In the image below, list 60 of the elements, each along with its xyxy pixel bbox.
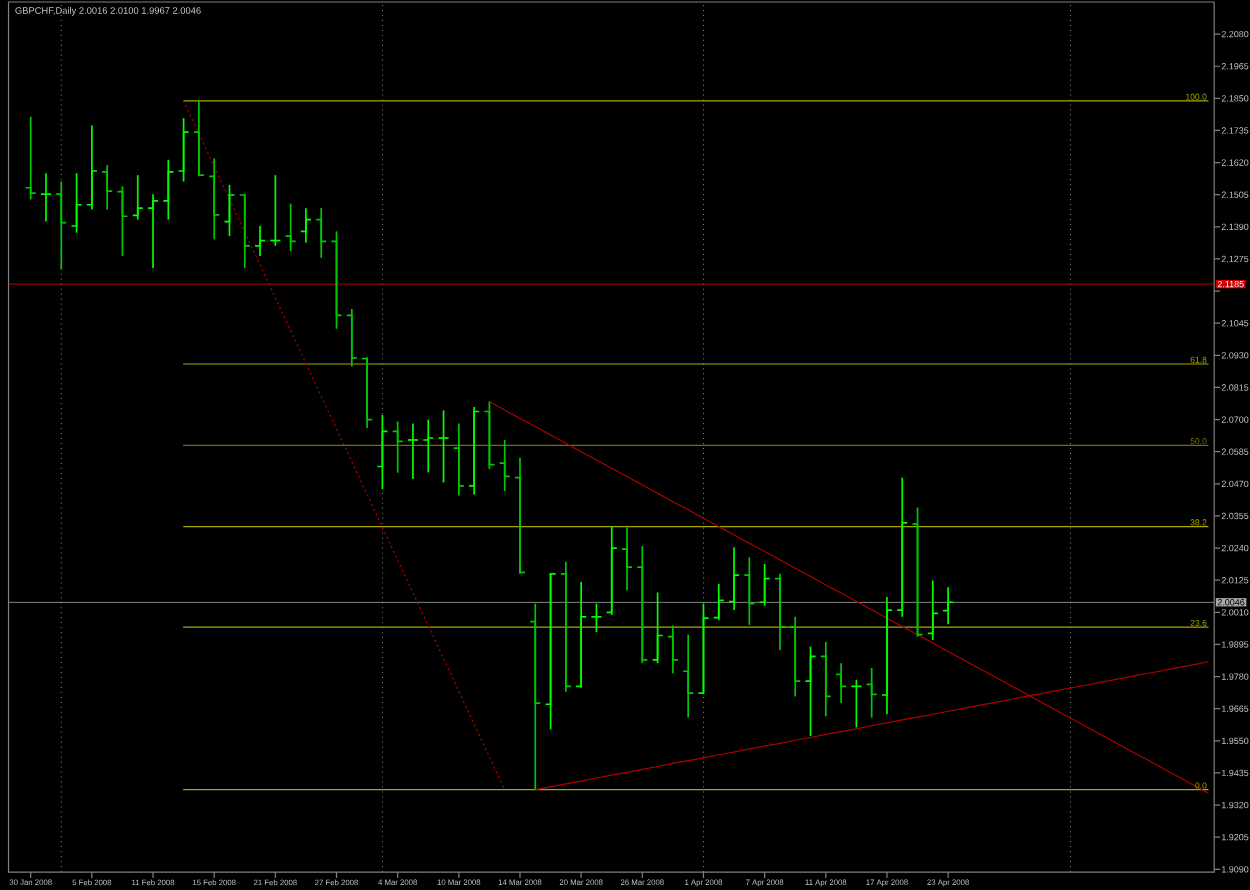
candlestick: [483, 400, 496, 470]
candlestick: [575, 581, 588, 689]
candlestick: [254, 225, 266, 257]
candlestick: [300, 207, 312, 244]
candlestick: [24, 115, 37, 201]
candlestick: [193, 100, 205, 178]
candlestick: [498, 439, 511, 492]
candlestick: [70, 172, 83, 234]
candlestick: [101, 164, 114, 211]
candlestick: [177, 117, 190, 183]
line-series: [183, 100, 506, 791]
candlestick: [514, 457, 526, 575]
candlestick: [896, 476, 909, 618]
candlestick: [55, 180, 68, 270]
candlestick: [667, 624, 679, 675]
candlestick: [345, 308, 358, 368]
candlestick: [804, 645, 817, 737]
candlestick: [407, 422, 419, 480]
candlestick: [437, 409, 450, 484]
candlestick: [835, 662, 847, 704]
candlestick: [743, 556, 756, 626]
candlestick: [315, 207, 328, 259]
candlestick: [621, 526, 633, 592]
candlestick: [376, 413, 389, 490]
candlestick: [636, 545, 649, 665]
candlestick: [238, 193, 251, 269]
candlestick: [422, 418, 435, 474]
candlestick: [468, 406, 481, 496]
candlestick: [544, 572, 557, 731]
candlestick: [881, 596, 893, 716]
candlestick: [819, 641, 832, 718]
candlestick: [208, 157, 221, 241]
candlestick: [682, 633, 695, 719]
candlestick: [697, 602, 710, 694]
candlestick: [559, 560, 572, 693]
candlestick: [162, 158, 175, 221]
candlestick: [789, 615, 802, 698]
candlestick: [391, 420, 404, 474]
candlestick: [605, 525, 618, 616]
candlestick: [651, 591, 664, 665]
candlestick: [529, 602, 542, 791]
candlestick: [330, 230, 343, 330]
candlestick: [452, 422, 465, 497]
candlestick: [223, 184, 236, 237]
candlestick: [40, 172, 52, 223]
candlestick: [758, 563, 771, 607]
candlestick: [926, 579, 939, 641]
candlestick: [590, 602, 603, 634]
line-series: [488, 401, 1209, 794]
candlestick: [147, 193, 159, 269]
candlestick: [728, 546, 740, 611]
candlestick: [712, 582, 725, 621]
candlestick: [116, 185, 129, 257]
candlestick: [774, 572, 786, 651]
candlestick: [85, 124, 98, 211]
candlestick: [911, 506, 924, 638]
candlestick: [942, 586, 955, 626]
candlestick: [865, 667, 878, 719]
candlestick: [361, 356, 373, 429]
candlestick: [131, 174, 144, 221]
